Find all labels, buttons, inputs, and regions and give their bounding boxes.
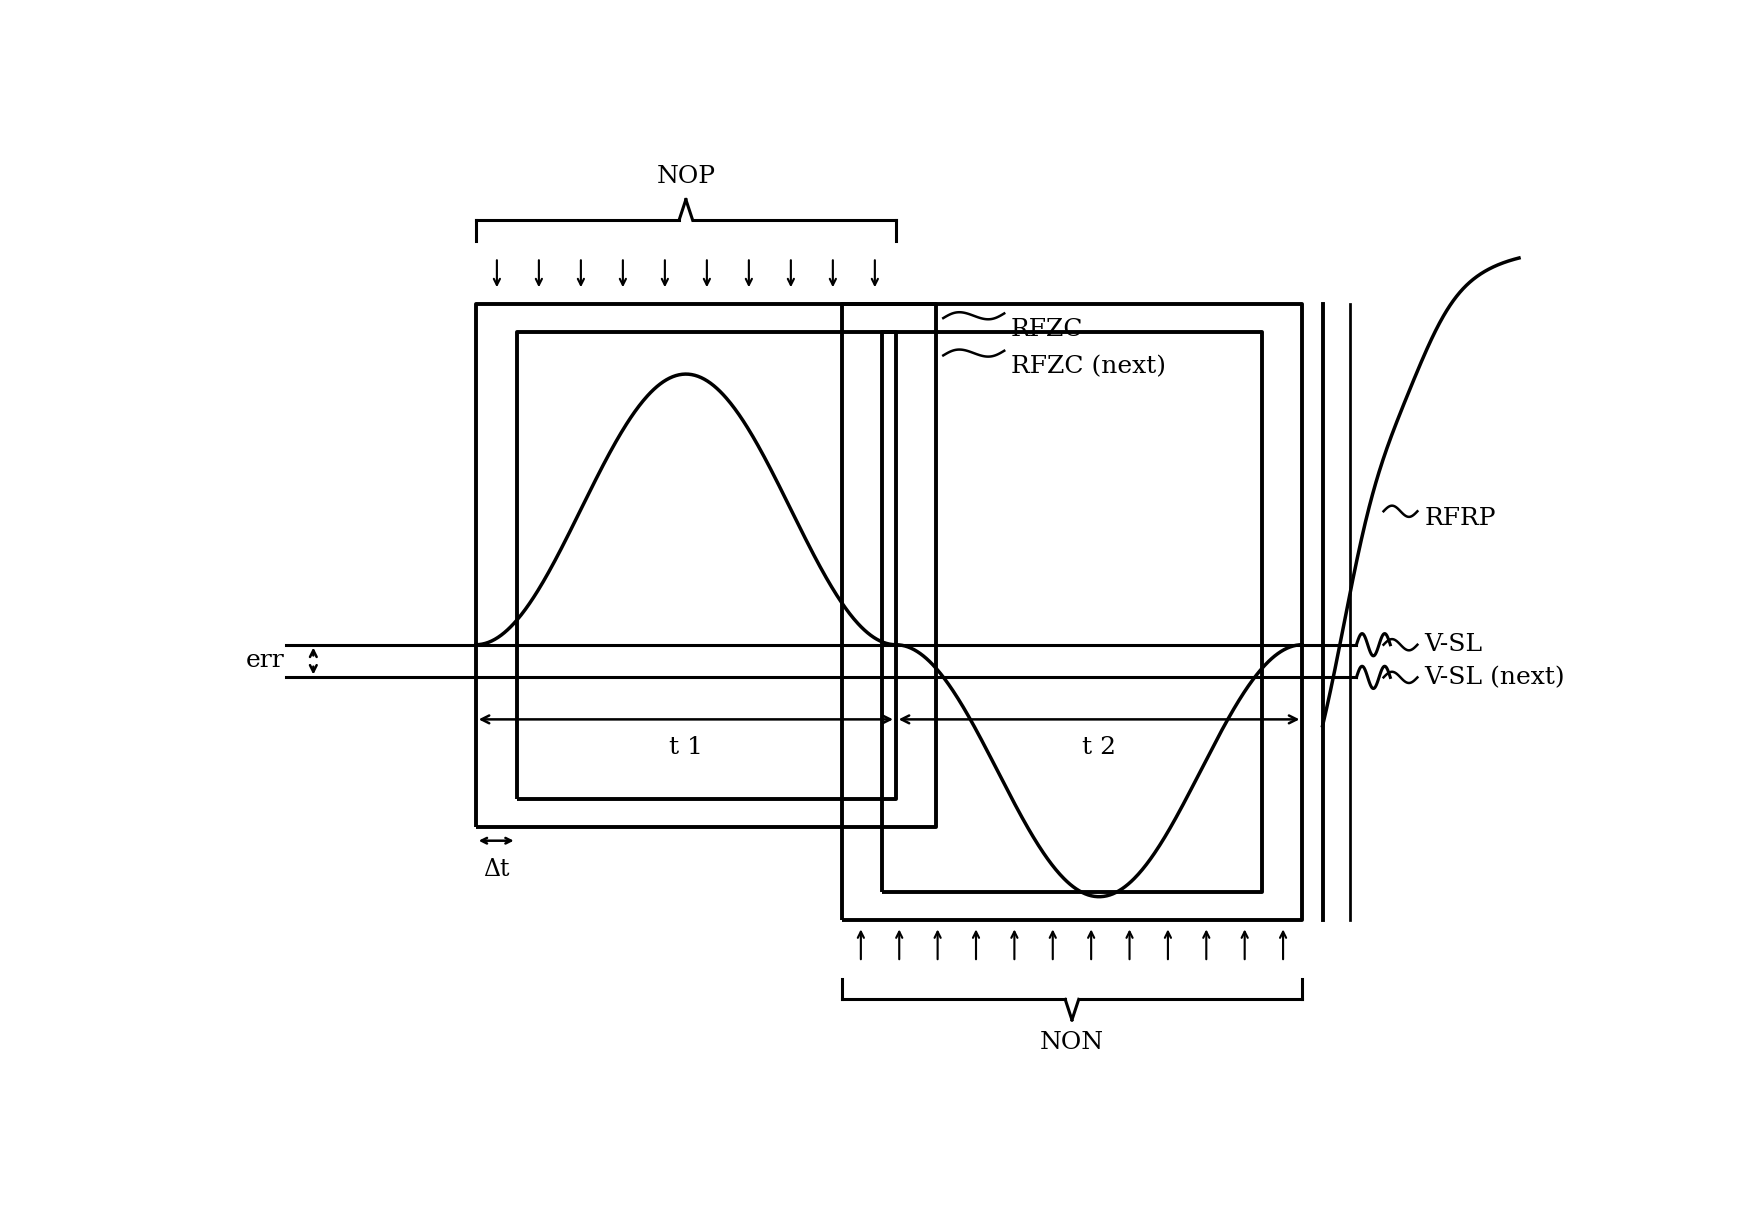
Text: t 1: t 1 — [669, 736, 703, 759]
Text: Δt: Δt — [482, 858, 509, 880]
Text: RFZC: RFZC — [1010, 318, 1084, 341]
Text: RFZC (next): RFZC (next) — [1010, 355, 1166, 378]
Text: t 2: t 2 — [1082, 736, 1115, 759]
Text: NON: NON — [1040, 1031, 1105, 1054]
Text: NOP: NOP — [656, 165, 715, 188]
Text: V-SL: V-SL — [1425, 633, 1482, 656]
Text: V-SL (next): V-SL (next) — [1425, 665, 1564, 688]
Text: err: err — [245, 650, 285, 673]
Text: RFRP: RFRP — [1425, 508, 1496, 530]
